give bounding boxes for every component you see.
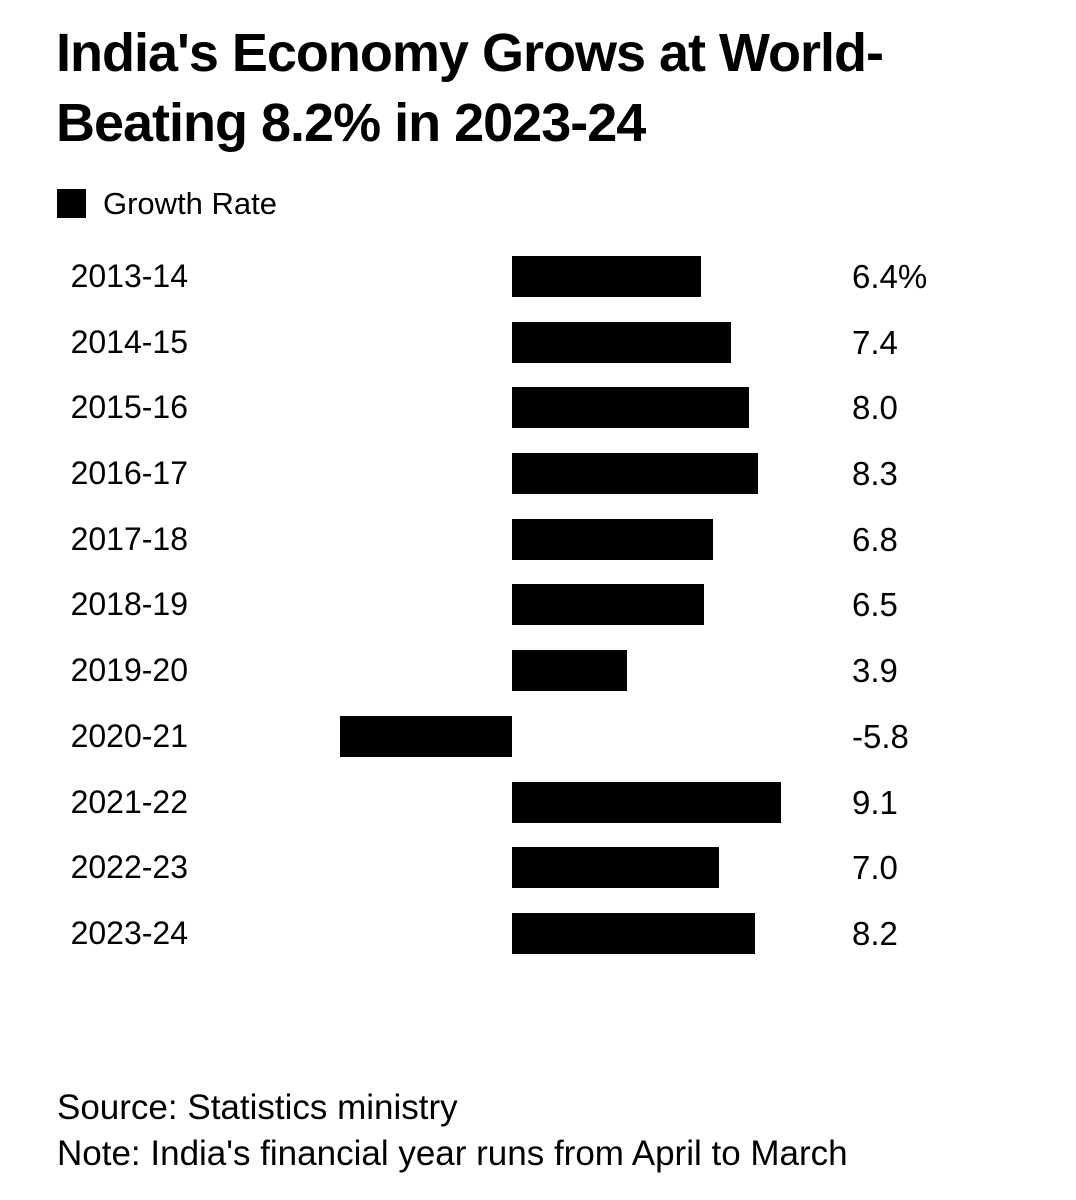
category-label: 2016-17: [70, 455, 188, 492]
value-label: 6.4%: [852, 258, 928, 295]
growth-bar: [512, 387, 749, 429]
source-note: Source: Statistics ministry: [57, 1088, 458, 1127]
growth-bar: [512, 321, 732, 363]
category-label: 2015-16: [70, 389, 188, 426]
category-label: 2022-23: [70, 849, 188, 886]
chart-row: 2021-22 9.1: [0, 781, 1076, 823]
value-label: 3.9: [852, 652, 898, 690]
chart-row: 2013-14 6.4%: [0, 256, 1076, 297]
chart-row: 2020-21 -5.8: [0, 715, 1076, 757]
category-label: 2013-14: [70, 258, 188, 294]
category-label: 2021-22: [70, 783, 188, 820]
chart-row: 2018-19 6.5: [0, 584, 1076, 626]
legend-label: Growth Rate: [103, 186, 278, 221]
growth-bar: [512, 256, 702, 297]
category-label: 2023-24: [70, 914, 188, 951]
value-label: -5.8: [852, 717, 909, 755]
value-label: 8.2: [852, 914, 898, 952]
growth-bar: [512, 912, 755, 954]
category-label: 2020-21: [70, 717, 188, 754]
value-label: 8.0: [852, 389, 898, 427]
category-label: 2014-15: [70, 323, 188, 360]
legend-swatch-icon: [57, 189, 86, 218]
value-label: 7.4: [852, 323, 898, 361]
chart-title-line-1: India's Economy Grows at World-: [56, 23, 884, 83]
growth-bar: [512, 847, 720, 889]
growth-bar: [512, 453, 758, 495]
value-label: 8.3: [852, 455, 898, 493]
growth-bar: [512, 518, 714, 560]
legend: Growth Rate: [57, 188, 277, 219]
value-label: 7.0: [852, 849, 898, 887]
category-label: 2019-20: [70, 652, 188, 689]
value-label: 9.1: [852, 783, 898, 821]
chart-row: 2023-24 8.2: [0, 912, 1076, 954]
category-label: 2018-19: [70, 586, 188, 623]
chart-title-line-2: Beating 8.2% in 2023-24: [56, 93, 646, 153]
growth-bar: [512, 781, 782, 823]
chart-row: 2022-23 7.0: [0, 847, 1076, 889]
growth-bar: [512, 584, 705, 626]
financial-year-note: Note: India's financial year runs from A…: [57, 1134, 848, 1173]
growth-bar: [512, 650, 628, 692]
chart-row: 2016-17 8.3: [0, 453, 1076, 495]
chart-row: 2014-15 7.4: [0, 321, 1076, 363]
value-label: 6.5: [852, 586, 898, 624]
chart-row: 2019-20 3.9: [0, 650, 1076, 692]
chart-area: 2013-14 6.4% 2014-15 7.4 2015-16 8.0 2016-17 8.…: [0, 256, 1076, 954]
value-label: 6.8: [852, 520, 898, 558]
growth-bar: [340, 715, 512, 757]
chart-footer: Source: Statistics ministry Note: India'…: [57, 1085, 848, 1177]
chart-title: India's Economy Grows at World- Beating …: [56, 18, 884, 158]
chart-row: 2015-16 8.0: [0, 387, 1076, 429]
chart-row: 2017-18 6.8: [0, 518, 1076, 560]
category-label: 2017-18: [70, 520, 188, 557]
